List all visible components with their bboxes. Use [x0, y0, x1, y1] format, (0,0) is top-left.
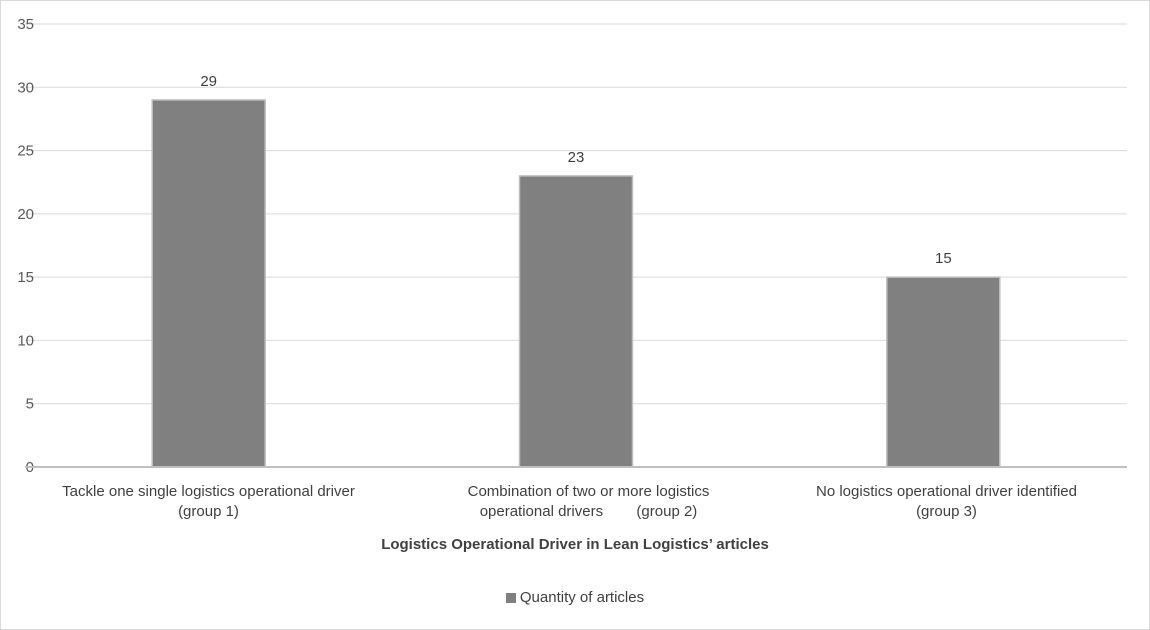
x-tick-label: No logistics operational driver identifi… — [816, 483, 1077, 520]
legend-swatch — [505, 593, 516, 603]
data-label: 23 — [568, 149, 585, 166]
bar — [886, 276, 1001, 468]
y-tick-label: 15 — [17, 269, 34, 286]
data-label: 15 — [935, 250, 952, 267]
y-tick-label: 10 — [17, 332, 34, 349]
x-axis-title: Logistics Operational Driver in Lean Log… — [381, 536, 769, 553]
data-label: 29 — [200, 73, 217, 90]
bar — [151, 99, 266, 468]
x-tick-label: Combination of two or more logistics ope… — [467, 483, 710, 520]
y-tick-label: 35 — [17, 16, 34, 33]
y-tick-label: 20 — [17, 206, 34, 223]
legend: Quantity of articles — [0, 589, 1150, 606]
y-tick-label: 5 — [26, 396, 34, 413]
x-tick-label: Tackle one single logistics operational … — [62, 483, 355, 520]
legend-label: Quantity of articles — [519, 589, 645, 606]
y-tick-label: 25 — [17, 143, 34, 160]
bar — [518, 175, 634, 468]
y-tick-label: 30 — [17, 79, 34, 96]
